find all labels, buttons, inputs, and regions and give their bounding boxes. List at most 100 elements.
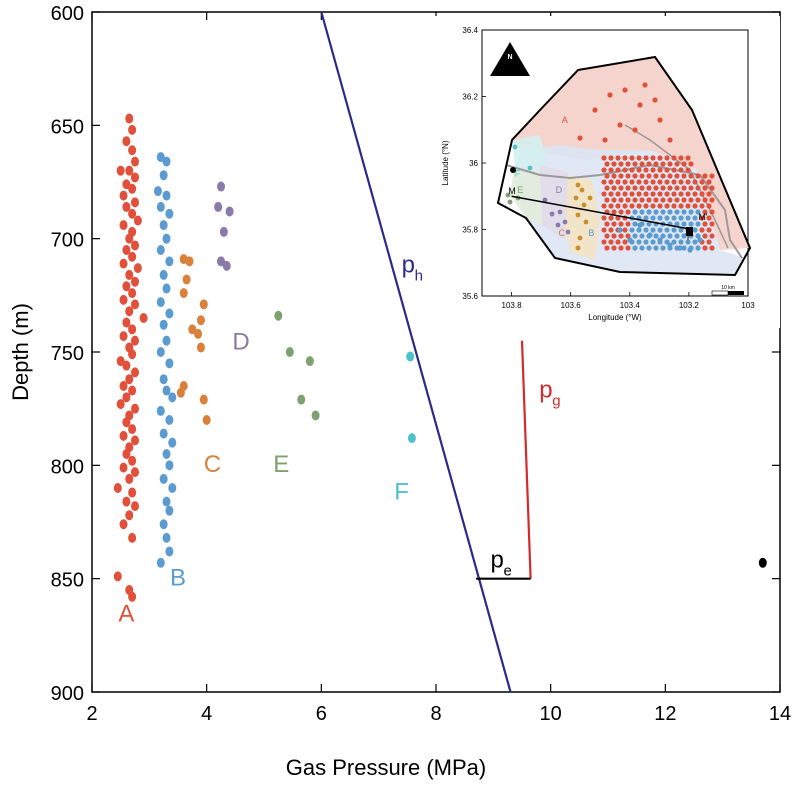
inset-point-a — [608, 155, 614, 161]
data-point-a — [139, 313, 148, 323]
line-subscript-p-g: g — [552, 392, 560, 409]
inset-point-a — [577, 135, 583, 141]
data-point-d — [225, 206, 234, 217]
group-label-e: E — [273, 451, 289, 478]
group-label-a: A — [118, 601, 134, 628]
inset-point-b — [664, 227, 670, 233]
inset-point-d — [542, 197, 548, 203]
data-point-c — [188, 324, 197, 335]
inset-point-a — [695, 185, 701, 191]
inset-point-a — [618, 173, 624, 179]
inset-point-b — [667, 209, 673, 215]
inset-point-a — [601, 155, 607, 161]
group-label-d: D — [232, 329, 249, 356]
inset-point-a — [699, 215, 705, 221]
inset-point-black — [510, 167, 516, 173]
data-point-a — [122, 449, 131, 459]
inset-point-a — [660, 185, 666, 191]
inset-point-c — [575, 182, 581, 188]
inset-point-a — [706, 227, 712, 233]
inset-point-a — [685, 179, 691, 185]
inset-point-a — [643, 155, 649, 161]
x-tick-label: 6 — [316, 703, 327, 725]
data-point-a — [131, 403, 139, 414]
inset-point-b — [617, 227, 623, 233]
data-point-d — [217, 256, 225, 267]
line-label-p-g: p — [539, 376, 552, 403]
inset-point-a — [692, 191, 698, 197]
inset-point-b — [681, 245, 687, 251]
inset-point-a — [685, 191, 691, 197]
inset-point-a — [636, 203, 642, 209]
data-point-a — [128, 455, 137, 466]
inset-point-a — [608, 227, 614, 233]
inset-x-tick-label: 103.2 — [679, 301, 700, 310]
data-point-a — [122, 201, 131, 212]
inset-point-c — [577, 235, 583, 241]
inset-point-a — [643, 203, 649, 209]
group-label-b: B — [170, 564, 186, 591]
y-axis-title: Depth (m) — [8, 303, 33, 401]
inset-point-a — [695, 173, 701, 179]
inset-point-b — [643, 239, 649, 245]
inset-point-e — [507, 199, 513, 205]
y-tick-label: 800 — [51, 456, 84, 478]
inset-point-c — [581, 202, 587, 208]
inset-point-c — [575, 212, 581, 218]
inset-point-a — [667, 185, 673, 191]
inset-point-b — [685, 215, 691, 221]
inset-point-a — [618, 233, 624, 239]
inset-point-a — [615, 203, 621, 209]
inset-point-b — [629, 227, 635, 233]
inset-point-a — [639, 185, 645, 191]
data-point-a — [131, 240, 139, 251]
inset-point-b — [632, 221, 638, 227]
data-point-b — [156, 347, 165, 357]
data-point-a — [128, 183, 137, 194]
inset-point-a — [601, 227, 607, 233]
inset-point-b — [695, 221, 701, 227]
data-point-a — [125, 269, 134, 280]
inset-point-b — [639, 245, 645, 251]
inset-point-a — [657, 203, 663, 209]
inset-point-a — [622, 167, 628, 173]
inset-point-a — [657, 167, 663, 173]
inset-point-a — [706, 191, 712, 197]
data-point-a — [119, 294, 128, 305]
data-point-b — [165, 505, 174, 516]
inset-point-a — [615, 191, 621, 197]
inset-point-d — [562, 219, 568, 225]
inset-point-b — [653, 245, 659, 251]
inset-x-axis-title: Longitude (°W) — [588, 313, 642, 322]
inset-point-a — [709, 185, 715, 191]
data-point-a — [122, 417, 131, 428]
data-point-b — [165, 460, 174, 471]
target-square — [686, 227, 693, 236]
inset-point-a — [615, 167, 621, 173]
inset-point-b — [646, 221, 652, 227]
north-arrow-label: N — [507, 54, 512, 61]
data-point-a — [119, 220, 128, 231]
inset-point-a — [608, 203, 614, 209]
data-point-b — [156, 152, 165, 163]
data-point-e — [297, 394, 306, 405]
inset-point-a — [618, 197, 624, 203]
inset-point-a — [592, 107, 598, 113]
inset-point-b — [650, 227, 656, 233]
inset-point-a — [660, 161, 666, 167]
inset-y-tick-label: 36.4 — [462, 26, 478, 35]
inset-point-a — [629, 191, 635, 197]
inset-point-a — [660, 173, 666, 179]
inset-point-a — [685, 167, 691, 173]
inset-point-b — [667, 242, 673, 248]
inset-point-a — [611, 245, 617, 251]
inset-point-a — [625, 173, 631, 179]
inset-point-a — [622, 203, 628, 209]
inset-point-a — [629, 179, 635, 185]
data-point-b — [165, 546, 174, 557]
inset-region-label-d: D — [556, 185, 563, 195]
inset-y-axis-title: Latitude (°N) — [441, 140, 450, 185]
inset-region-label-c: C — [559, 228, 566, 238]
y-tick-label: 850 — [51, 570, 84, 592]
inset-map: A B C D EFM M' T N 10 km 103.8 103.6 103.4 103.2 103 3… — [430, 16, 780, 328]
